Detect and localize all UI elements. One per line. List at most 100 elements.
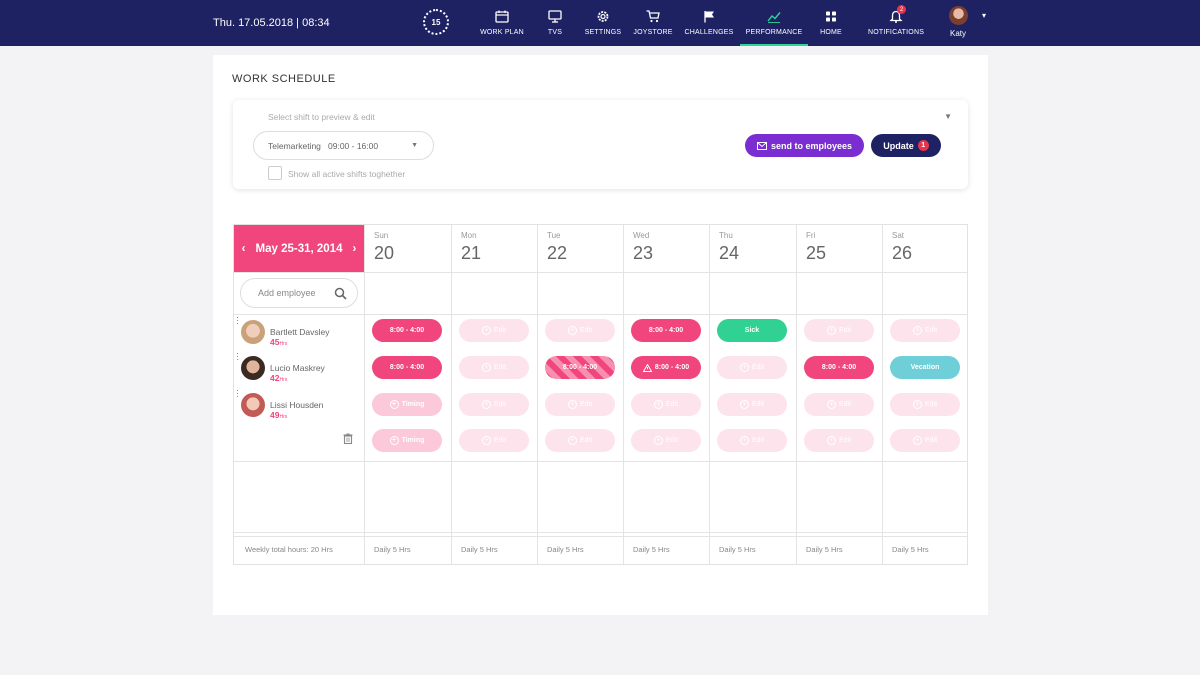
plus-circle-icon: + <box>912 400 922 409</box>
day-date: 21 <box>461 243 482 263</box>
send-to-employees-button[interactable]: send to employees <box>745 134 864 157</box>
day-header: Fri 25 <box>806 231 826 264</box>
edit-shift-button[interactable]: + Edit <box>804 393 874 416</box>
week-label: May 25-31, 2014 <box>255 242 343 255</box>
shift-pill[interactable]: 8:00 - 4:00 <box>372 319 442 342</box>
nav-work-plan[interactable]: WORK PLAN <box>477 0 527 46</box>
timing-button[interactable]: + Timing <box>372 429 442 452</box>
daily-total: Daily 5 Hrs <box>633 545 670 554</box>
flag-icon <box>704 11 714 23</box>
vacation-pill[interactable]: Vecation <box>890 356 960 379</box>
sick-pill[interactable]: Sick <box>717 319 787 342</box>
edit-shift-button[interactable]: + Edit <box>545 429 615 452</box>
edit-shift-button[interactable]: + Edit <box>717 356 787 379</box>
chevron-left-icon[interactable]: ‹ <box>241 242 246 255</box>
plus-circle-icon: + <box>481 436 491 445</box>
grid-icon <box>826 11 836 22</box>
nav-settings[interactable]: SETTINGS <box>583 0 623 46</box>
avatar <box>241 320 265 344</box>
more-options-icon[interactable]: · · · <box>236 312 239 328</box>
edit-shift-button[interactable]: + Edit <box>890 429 960 452</box>
pill-label: Edit <box>493 364 507 371</box>
grid-column-divider <box>623 225 624 564</box>
day-date: 20 <box>374 243 395 263</box>
user-name: Katy <box>950 29 967 38</box>
plus-circle-icon: + <box>912 436 922 445</box>
add-employee-input[interactable]: Add employee <box>240 278 358 308</box>
timing-button[interactable]: + Timing <box>372 393 442 416</box>
update-button[interactable]: Update 1 <box>871 134 941 157</box>
edit-shift-button[interactable]: + Edit <box>717 393 787 416</box>
send-label: send to employees <box>770 140 853 151</box>
timer-badge[interactable]: 15 <box>423 9 449 35</box>
edit-shift-button[interactable]: + Edit <box>631 429 701 452</box>
pill-label: Edit <box>924 401 938 408</box>
user-avatar[interactable] <box>949 6 968 25</box>
pill-label: Edit <box>751 401 765 408</box>
edit-shift-button[interactable]: + Edit <box>545 393 615 416</box>
edit-shift-button[interactable]: + Edit <box>459 356 529 379</box>
edit-shift-button[interactable]: + Edit <box>890 319 960 342</box>
pill-label: Edit <box>665 401 679 408</box>
search-icon[interactable] <box>334 287 347 300</box>
edit-shift-button[interactable]: + Edit <box>804 429 874 452</box>
show-all-shifts-checkbox[interactable] <box>268 166 282 180</box>
day-date: 26 <box>892 243 913 263</box>
shift-dropdown[interactable]: Telemarketing 09:00 - 16:00 ▼ <box>253 131 434 160</box>
nav-tvs[interactable]: TVS <box>538 0 572 46</box>
weekly-total-hours: Weekly total hours: 20 Hrs <box>245 545 333 554</box>
shift-pill[interactable]: 8:00 - 4:00 <box>631 319 701 342</box>
edit-shift-button[interactable]: + Edit <box>804 319 874 342</box>
nav-performance[interactable]: PERFORMANCE <box>740 0 808 46</box>
pill-label: Edit <box>579 401 593 408</box>
nav-label: TVS <box>547 29 563 36</box>
plus-circle-icon: + <box>826 436 836 445</box>
nav-label: WORK PLAN <box>480 29 524 36</box>
grid-column-divider <box>796 225 797 564</box>
employee-row[interactable]: · · · Lissi Housden 49Hrs <box>234 385 364 424</box>
pill-label: 8:00 - 4:00 <box>648 327 684 334</box>
nav-label: JOYSTORE <box>633 29 673 36</box>
edit-shift-button[interactable]: + Edit <box>459 429 529 452</box>
nav-home[interactable]: HOME <box>817 0 845 46</box>
edit-shift-button[interactable]: + Edit <box>631 393 701 416</box>
nav-notifications[interactable]: NOTIFICATIONS 2 <box>868 0 924 46</box>
shift-pill-pending[interactable]: 8:00 - 4:00 <box>545 356 615 379</box>
plus-circle-icon: + <box>567 400 577 409</box>
day-header: Sun 20 <box>374 231 394 264</box>
plus-circle-icon: + <box>481 363 491 372</box>
employee-row[interactable]: · · · Lucio Maskrey 42Hrs <box>234 348 364 387</box>
edit-shift-button[interactable]: + Edit <box>545 319 615 342</box>
day-header: Sat 26 <box>892 231 912 264</box>
week-navigator: ‹ May 25-31, 2014 › <box>234 225 364 272</box>
employee-row[interactable]: · · · Bartlett Davsley 45Hrs <box>234 312 364 351</box>
nav-challenges[interactable]: CHALLENGES <box>684 0 734 46</box>
edit-shift-button[interactable]: + Edit <box>717 429 787 452</box>
schedule-grid: ‹ May 25-31, 2014 › Add employee · · · Bar… <box>233 224 968 565</box>
pill-label: Edit <box>493 327 507 334</box>
chevron-down-icon[interactable]: ▾ <box>982 11 987 20</box>
nav-joystore[interactable]: JOYSTORE <box>633 0 673 46</box>
shift-pill[interactable]: 8:00 - 4:00 <box>372 356 442 379</box>
pill-label: 8:00 - 4:00 <box>562 364 598 371</box>
trash-icon[interactable] <box>343 433 353 444</box>
edit-shift-button[interactable]: + Edit <box>459 319 529 342</box>
daily-total: Daily 5 Hrs <box>892 545 929 554</box>
collapse-caret-icon[interactable]: ▼ <box>944 112 952 121</box>
chevron-right-icon[interactable]: › <box>352 242 357 255</box>
avatar <box>241 356 265 380</box>
employee-hours: 42Hrs <box>270 373 288 383</box>
more-options-icon[interactable]: · · · <box>236 348 239 364</box>
plus-circle-icon: + <box>653 400 663 409</box>
pill-label: 8:00 - 4:00 <box>389 327 425 334</box>
grid-column-divider <box>451 225 452 564</box>
plus-circle-icon: + <box>653 436 663 445</box>
shift-pill[interactable]: 8:00 - 4:00 <box>804 356 874 379</box>
day-header: Tue 22 <box>547 231 567 264</box>
notification-count-badge: 2 <box>897 5 906 14</box>
edit-shift-button[interactable]: + Edit <box>459 393 529 416</box>
more-options-icon[interactable]: · · · <box>236 385 239 401</box>
day-name: Tue <box>547 231 561 240</box>
edit-shift-button[interactable]: + Edit <box>890 393 960 416</box>
shift-pill-warning[interactable]: 8:00 - 4:00 <box>631 356 701 379</box>
